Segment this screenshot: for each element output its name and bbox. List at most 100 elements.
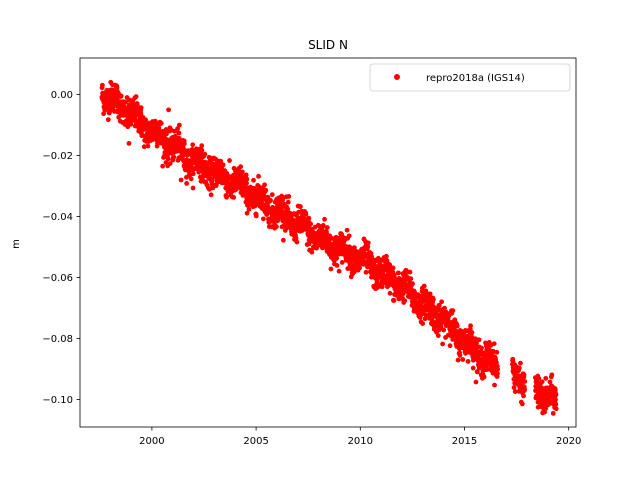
data-point: [407, 269, 413, 275]
data-point: [400, 291, 406, 297]
y-tick-label: −0.10: [42, 395, 73, 406]
data-point: [158, 120, 164, 126]
data-point: [454, 323, 460, 329]
data-point: [286, 194, 292, 199]
data-point: [410, 281, 415, 287]
data-point: [285, 206, 291, 212]
data-point: [243, 172, 249, 178]
data-point: [190, 185, 196, 191]
data-point: [352, 245, 357, 251]
data-point: [536, 376, 542, 381]
x-tick-label: 2005: [243, 436, 268, 447]
y-axis-label: m: [11, 239, 22, 249]
data-point: [473, 379, 479, 385]
data-points: [99, 79, 559, 416]
data-point: [334, 255, 340, 261]
chart-title: SLID N: [308, 38, 348, 52]
data-point: [253, 213, 259, 219]
data-point: [190, 142, 196, 148]
data-point: [539, 379, 545, 385]
data-point: [518, 360, 523, 366]
legend-marker: [394, 74, 400, 80]
data-point: [390, 265, 396, 271]
data-point: [494, 360, 499, 365]
data-point: [553, 406, 559, 412]
x-tick-label: 2010: [348, 436, 373, 447]
y-axis: 0.00 −0.02 −0.04 −0.06 −0.08 −0.10: [42, 90, 80, 406]
data-point: [209, 177, 215, 183]
data-point: [184, 181, 190, 186]
data-point: [550, 410, 556, 416]
data-point: [143, 118, 149, 123]
data-point: [492, 382, 497, 388]
data-point: [420, 321, 426, 326]
data-point: [322, 216, 327, 222]
data-point: [481, 374, 487, 380]
data-point: [427, 291, 433, 297]
data-point: [239, 169, 245, 175]
data-point: [468, 323, 473, 329]
data-point: [126, 140, 132, 146]
data-point: [519, 401, 525, 407]
data-point: [256, 173, 261, 179]
data-point: [306, 241, 312, 247]
data-point: [171, 154, 177, 160]
data-point: [455, 357, 461, 363]
data-point: [303, 212, 309, 217]
data-point: [275, 217, 281, 223]
data-point: [512, 389, 518, 395]
data-point: [244, 210, 250, 216]
x-tick-label: 2020: [556, 436, 581, 447]
data-point: [244, 180, 249, 186]
data-point: [495, 366, 501, 372]
data-point: [141, 144, 147, 150]
data-point: [421, 283, 427, 289]
data-point: [391, 298, 397, 303]
data-point: [402, 298, 408, 304]
data-point: [231, 195, 237, 200]
data-point: [309, 249, 315, 255]
data-point: [123, 99, 128, 105]
data-point: [494, 349, 500, 355]
data-point: [297, 204, 303, 209]
legend-label: repro2018a (IGS14): [426, 73, 525, 84]
data-point: [139, 132, 145, 138]
data-point: [321, 244, 327, 249]
data-point: [133, 94, 139, 100]
data-point: [164, 131, 169, 137]
data-point: [165, 156, 171, 162]
data-point: [436, 306, 442, 312]
data-point: [224, 194, 229, 200]
data-point: [293, 235, 299, 241]
data-point: [470, 365, 476, 371]
legend-box: [369, 63, 571, 92]
data-point: [220, 162, 226, 168]
x-tick-label: 2000: [139, 436, 164, 447]
data-point: [260, 216, 266, 222]
axes-frame: [79, 57, 577, 428]
data-point: [543, 375, 549, 381]
data-point: [328, 266, 334, 272]
data-point: [238, 164, 244, 170]
data-point: [363, 269, 369, 275]
data-point: [334, 263, 340, 268]
data-point: [522, 386, 527, 392]
data-point: [553, 397, 558, 402]
data-point: [469, 330, 475, 335]
data-point: [208, 192, 214, 198]
data-point: [218, 158, 224, 164]
data-point: [441, 327, 447, 333]
data-point: [176, 122, 182, 128]
data-point: [227, 158, 232, 163]
data-point: [511, 385, 517, 390]
data-point: [176, 130, 182, 136]
data-point: [549, 372, 555, 378]
data-point: [190, 171, 196, 177]
data-point: [553, 392, 559, 398]
y-tick-label: −0.02: [42, 151, 73, 162]
data-point: [118, 93, 124, 99]
data-point: [344, 227, 350, 233]
data-point: [474, 340, 479, 346]
legend: repro2018a (IGS14): [369, 63, 571, 92]
